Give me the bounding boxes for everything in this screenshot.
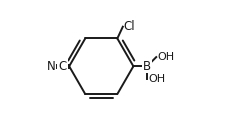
Text: C: C: [58, 60, 67, 73]
Text: OH: OH: [157, 52, 175, 62]
Text: B: B: [143, 60, 151, 73]
Text: Cl: Cl: [124, 20, 135, 33]
Text: N: N: [47, 60, 55, 73]
Text: OH: OH: [148, 74, 165, 84]
